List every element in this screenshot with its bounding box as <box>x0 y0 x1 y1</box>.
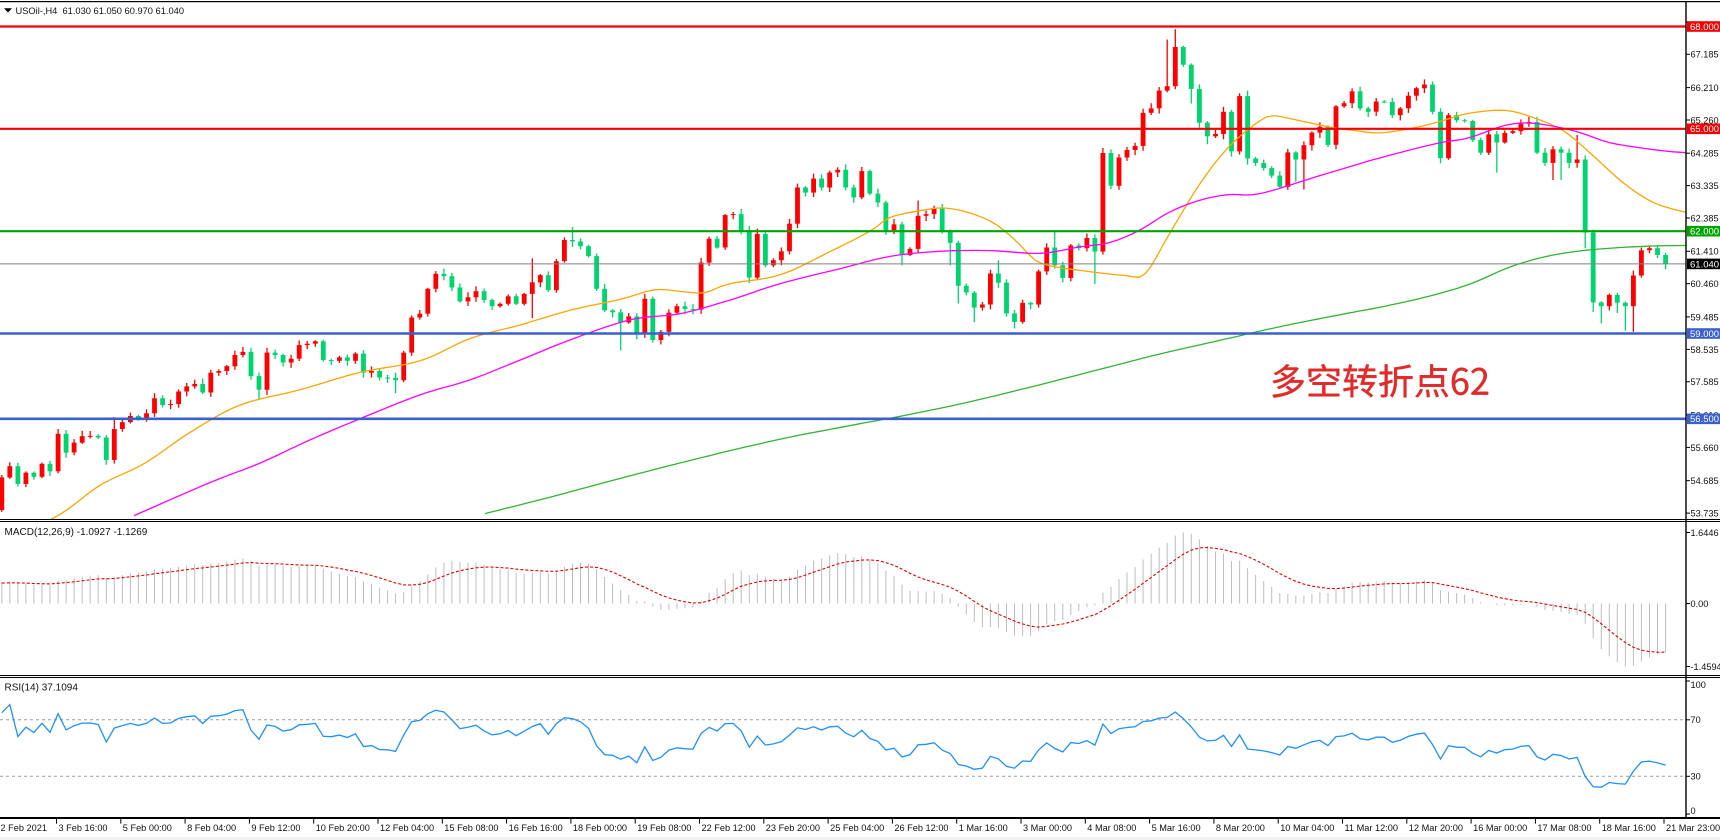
svg-text:1.6446: 1.6446 <box>1691 528 1719 538</box>
svg-text:5 Mar 16:00: 5 Mar 16:00 <box>1152 823 1201 833</box>
svg-text:100: 100 <box>1691 680 1706 690</box>
svg-text:17 Mar 08:00: 17 Mar 08:00 <box>1537 823 1591 833</box>
svg-text:57.585: 57.585 <box>1691 377 1719 387</box>
svg-text:10 Feb 20:00: 10 Feb 20:00 <box>316 823 370 833</box>
svg-text:16 Feb 16:00: 16 Feb 16:00 <box>509 823 563 833</box>
svg-text:8 Feb 04:00: 8 Feb 04:00 <box>187 823 236 833</box>
svg-text:1 Mar 16:00: 1 Mar 16:00 <box>959 823 1008 833</box>
svg-text:4 Mar 08:00: 4 Mar 08:00 <box>1087 823 1136 833</box>
svg-text:67.185: 67.185 <box>1691 50 1719 60</box>
svg-text:2 Feb 2021: 2 Feb 2021 <box>1 823 48 833</box>
svg-text:MACD(12,26,9) -1.0927 -1.1269: MACD(12,26,9) -1.0927 -1.1269 <box>5 527 148 538</box>
svg-text:RSI(14) 37.1094: RSI(14) 37.1094 <box>5 683 79 694</box>
svg-text:3 Feb 16:00: 3 Feb 16:00 <box>59 823 108 833</box>
svg-text:25 Feb 04:00: 25 Feb 04:00 <box>830 823 884 833</box>
svg-text:61.410: 61.410 <box>1691 247 1719 257</box>
svg-text:12 Mar 20:00: 12 Mar 20:00 <box>1409 823 1463 833</box>
svg-text:19 Feb 08:00: 19 Feb 08:00 <box>637 823 691 833</box>
svg-text:15 Feb 08:00: 15 Feb 08:00 <box>444 823 498 833</box>
svg-text:USOil-,H4 61.030 61.050 60.97: USOil-,H4 61.030 61.050 60.970 61.040 <box>16 6 185 16</box>
svg-text:8 Mar 20:00: 8 Mar 20:00 <box>1216 823 1265 833</box>
svg-text:68.000: 68.000 <box>1690 22 1719 33</box>
svg-text:53.735: 53.735 <box>1691 508 1719 518</box>
svg-text:62.000: 62.000 <box>1690 227 1719 238</box>
svg-text:0: 0 <box>1691 806 1696 816</box>
svg-text:23 Feb 20:00: 23 Feb 20:00 <box>766 823 820 833</box>
svg-text:55.660: 55.660 <box>1691 443 1719 453</box>
svg-text:61.040: 61.040 <box>1690 259 1719 270</box>
svg-text:59.000: 59.000 <box>1690 329 1719 340</box>
svg-text:-1.4594: -1.4594 <box>1691 662 1720 672</box>
svg-text:70: 70 <box>1691 715 1701 725</box>
svg-text:26 Feb 12:00: 26 Feb 12:00 <box>894 823 948 833</box>
svg-text:56.500: 56.500 <box>1690 414 1719 425</box>
svg-text:10 Mar 04:00: 10 Mar 04:00 <box>1280 823 1334 833</box>
svg-text:18 Mar 16:00: 18 Mar 16:00 <box>1602 823 1656 833</box>
svg-text:11 Mar 12:00: 11 Mar 12:00 <box>1345 823 1398 833</box>
svg-text:3 Mar 00:00: 3 Mar 00:00 <box>1023 823 1072 833</box>
svg-text:9 Feb 12:00: 9 Feb 12:00 <box>251 823 300 833</box>
svg-text:63.335: 63.335 <box>1691 181 1719 191</box>
svg-text:60.460: 60.460 <box>1691 279 1719 289</box>
svg-text:5 Feb 00:00: 5 Feb 00:00 <box>123 823 172 833</box>
svg-text:22 Feb 12:00: 22 Feb 12:00 <box>702 823 756 833</box>
svg-text:66.210: 66.210 <box>1691 83 1719 93</box>
svg-text:54.685: 54.685 <box>1691 476 1719 486</box>
svg-text:62.385: 62.385 <box>1691 213 1719 223</box>
svg-text:64.285: 64.285 <box>1691 149 1719 159</box>
svg-text:65.260: 65.260 <box>1691 115 1719 125</box>
svg-text:58.535: 58.535 <box>1691 345 1719 355</box>
svg-text:16 Mar 00:00: 16 Mar 00:00 <box>1473 823 1527 833</box>
svg-text:21 Mar 23:00: 21 Mar 23:00 <box>1666 823 1720 833</box>
svg-text:59.485: 59.485 <box>1691 312 1719 322</box>
svg-text:12 Feb 04:00: 12 Feb 04:00 <box>380 823 434 833</box>
svg-text:65.000: 65.000 <box>1690 124 1719 135</box>
svg-text:30: 30 <box>1691 772 1701 782</box>
svg-text:0.00: 0.00 <box>1691 599 1709 609</box>
svg-text:18 Feb 00:00: 18 Feb 00:00 <box>573 823 627 833</box>
